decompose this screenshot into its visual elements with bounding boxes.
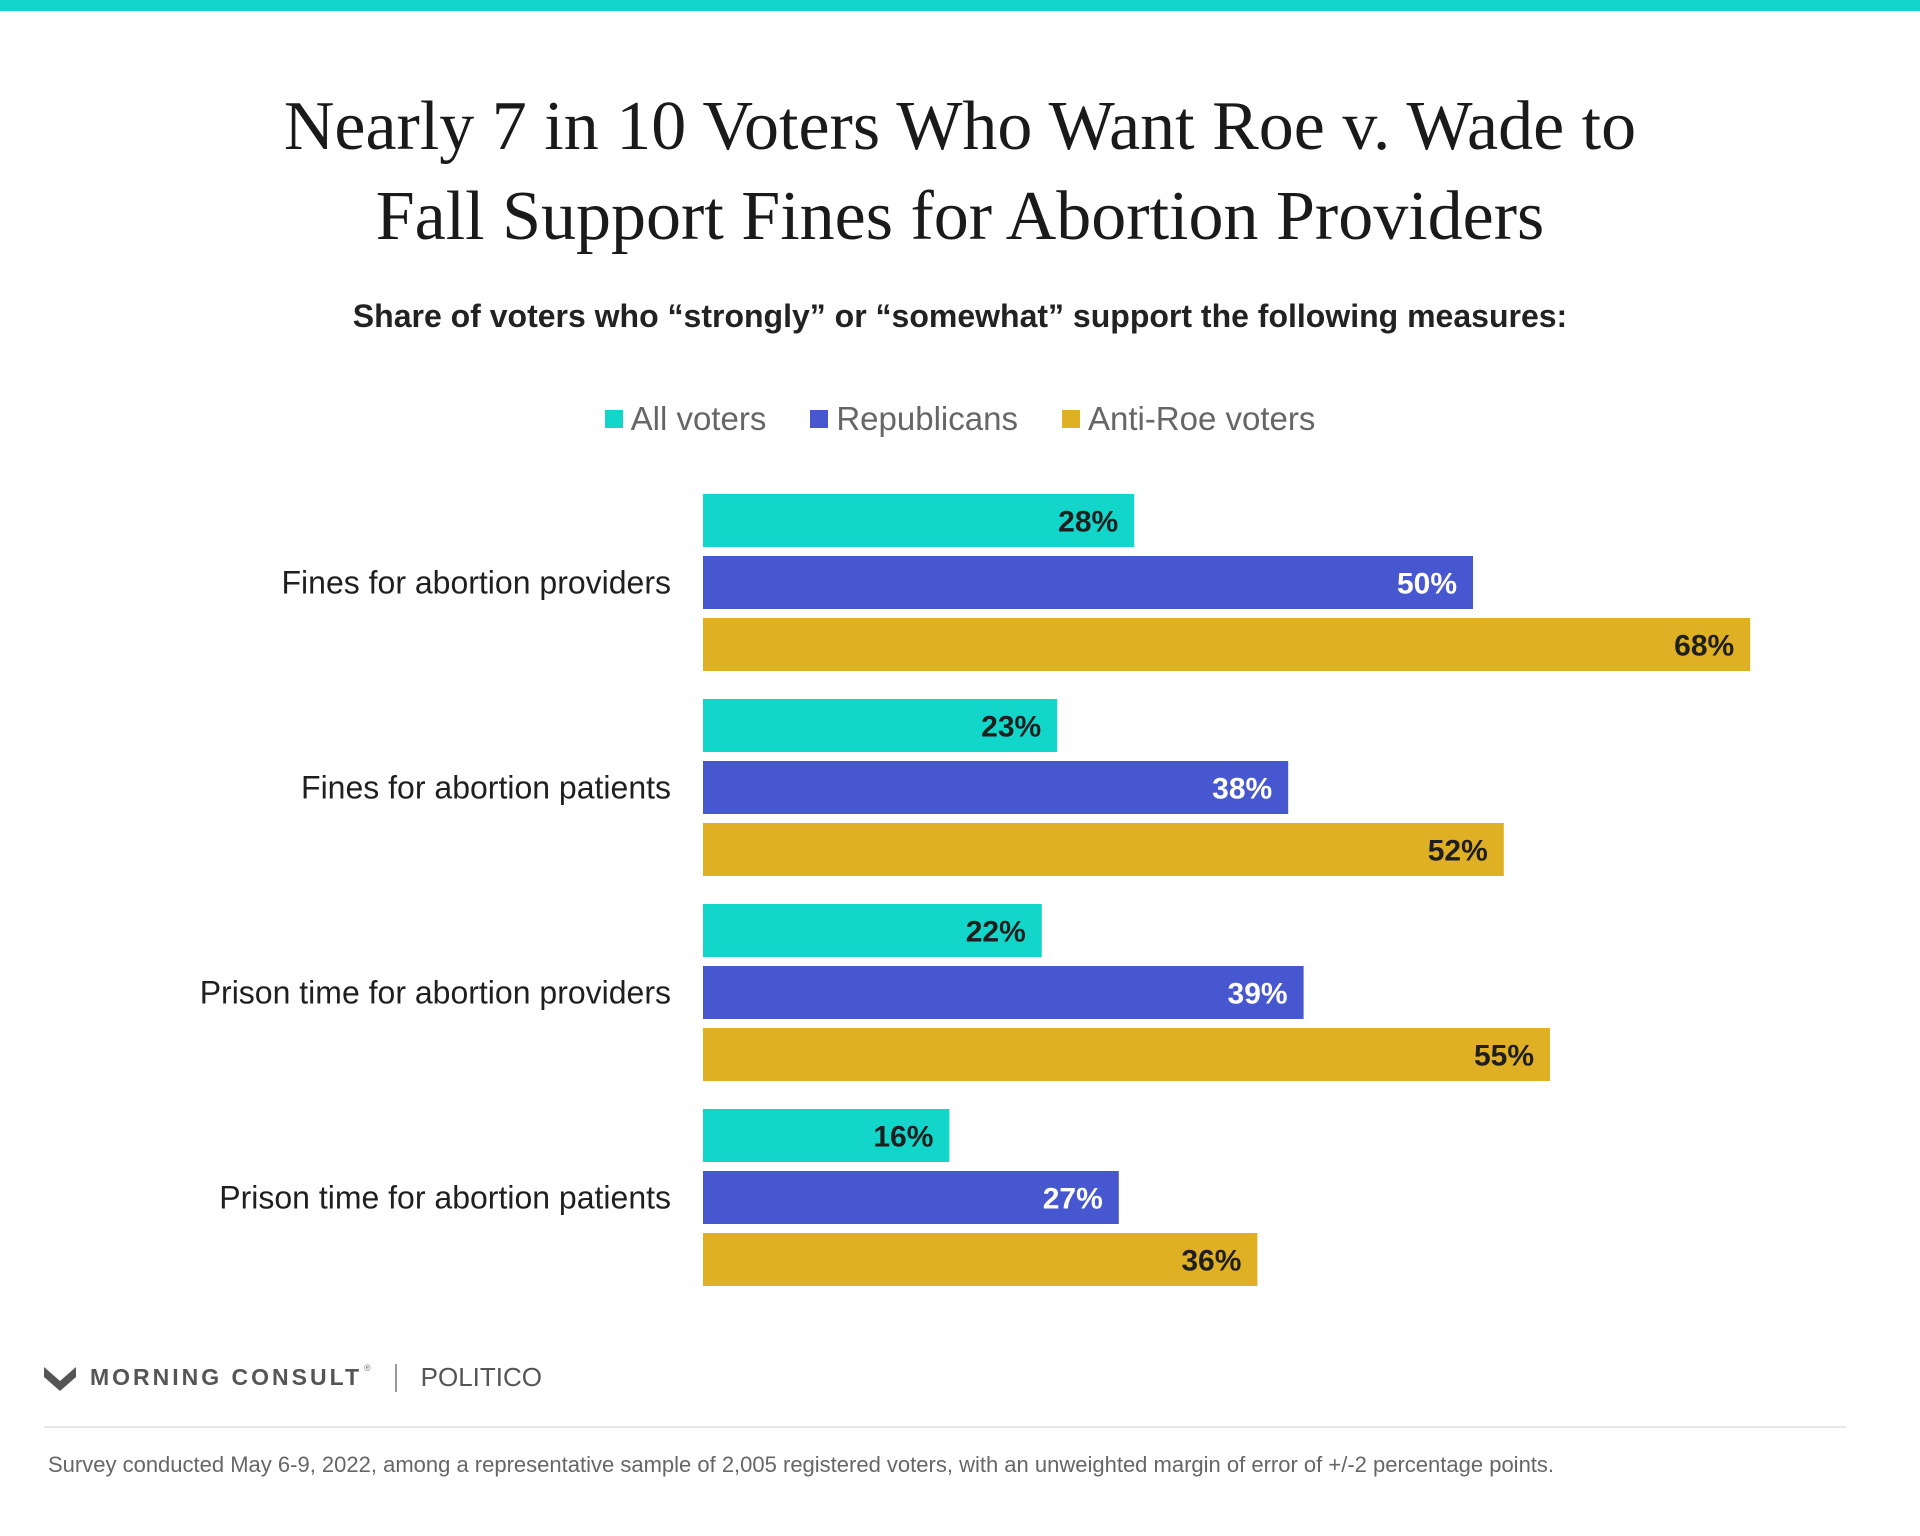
bar-anti-roe-voters (703, 618, 1751, 671)
bar-group-prison-time-for-abortion-providers: Prison time for abortion providers 22% 39%… (200, 904, 1550, 1081)
bar-republicans (703, 966, 1304, 1019)
bar-anti-roe-voters (703, 1028, 1550, 1081)
data-label-all-voters: 22% (966, 916, 1026, 949)
legend-swatch-republicans (810, 410, 829, 428)
morning-consult-logo-icon (44, 1366, 76, 1391)
category-label: Fines for abortion patients (301, 770, 671, 806)
branding-row: MORNING CONSULT ® POLITICO (44, 1362, 542, 1393)
registered-mark: ® (364, 1362, 371, 1373)
legend-item-anti-roe: Anti-Roe voters (1061, 400, 1316, 438)
chart-title-line-2: Fall Support Fines for Abortion Provider… (375, 178, 1545, 255)
legend-swatch-anti-roe (1061, 410, 1080, 428)
bar-all-voters (703, 904, 1042, 957)
bar-anti-roe-voters (703, 823, 1504, 876)
chart-subtitle: Share of voters who “strongly” or “somew… (352, 298, 1568, 334)
bar-chart: Fines for abortion providers28%50%68%Fin… (200, 494, 1751, 1286)
data-label-anti-roe-voters: 52% (1428, 835, 1488, 868)
category-label: Fines for abortion providers (281, 565, 671, 601)
legend-label-republicans: Republicans (836, 400, 1018, 437)
logo-divider (394, 1363, 397, 1392)
data-label-all-voters: 23% (981, 711, 1041, 744)
bar-republicans (703, 556, 1473, 609)
footer-divider (44, 1426, 1846, 1428)
bar-group-fines-for-abortion-patients: Fines for abortion patients 23% 38% 52% (301, 699, 1504, 876)
data-label-republicans: 27% (1043, 1183, 1103, 1216)
data-label-republicans: 50% (1397, 568, 1457, 601)
bar-all-voters (703, 1109, 950, 1162)
legend-item-all-voters: All voters (604, 400, 767, 438)
top-accent-bar (0, 0, 1920, 11)
data-label-republicans: 39% (1228, 978, 1288, 1011)
bar-republicans (703, 1171, 1119, 1224)
data-label-anti-roe-voters: 68% (1674, 630, 1734, 663)
legend-item-republicans: Republicans (810, 400, 1018, 438)
category-label: Prison time for abortion providers (200, 975, 671, 1011)
bar-anti-roe-voters (703, 1233, 1258, 1286)
footer-note: Survey conducted May 6-9, 2022, among a … (48, 1452, 1555, 1477)
legend-swatch-all-voters (604, 410, 623, 428)
category-label: Prison time for abortion patients (219, 1180, 671, 1216)
data-label-anti-roe-voters: 36% (1181, 1245, 1241, 1278)
chart-title-line-1: Nearly 7 in 10 Voters Who Want Roe v. Wa… (283, 88, 1637, 165)
data-label-all-voters: 16% (873, 1121, 933, 1154)
morning-consult-wordmark: MORNING CONSULT (90, 1364, 363, 1390)
data-label-republicans: 38% (1212, 773, 1272, 806)
chart-legend: All voters Republicans Anti-Roe voters (0, 400, 1920, 438)
bar-all-voters (703, 494, 1135, 547)
data-label-all-voters: 28% (1058, 506, 1118, 539)
bar-all-voters (703, 699, 1058, 752)
bar-group-prison-time-for-abortion-patients: Prison time for abortion patients 16% 27% 3… (219, 1109, 1258, 1286)
bar-group-fines-for-abortion-providers: Fines for abortion providers 28% 50% 68% (281, 494, 1751, 671)
politico-wordmark: POLITICO (420, 1362, 543, 1392)
data-label-anti-roe-voters: 55% (1474, 1040, 1534, 1073)
chart-title: Nearly 7 in 10 Voters Who Want Roe v. Wa… (0, 82, 1920, 262)
legend-label-anti-roe: Anti-Roe voters (1087, 400, 1316, 437)
bar-republicans (703, 761, 1289, 814)
legend-label-all-voters: All voters (630, 400, 767, 437)
